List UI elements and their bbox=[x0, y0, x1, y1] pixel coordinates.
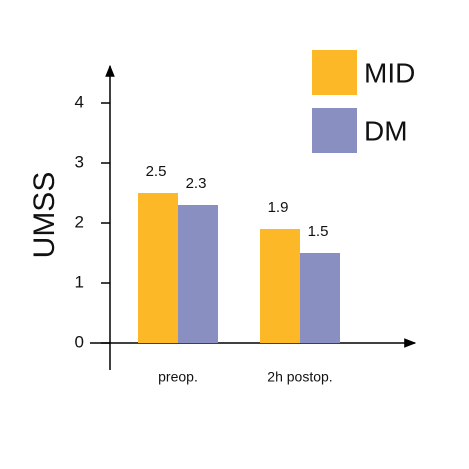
y-tick-label: 1 bbox=[75, 272, 84, 291]
data-label: 2.3 bbox=[186, 175, 207, 192]
legend-label: MID bbox=[364, 57, 415, 88]
legend-swatch bbox=[312, 108, 357, 153]
y-tick-label: 2 bbox=[75, 212, 84, 231]
y-tick-label: 4 bbox=[75, 92, 84, 111]
bar bbox=[138, 193, 178, 343]
legend-swatch bbox=[312, 50, 357, 95]
bar bbox=[178, 205, 218, 343]
y-tick-label: 0 bbox=[75, 332, 84, 351]
legend-label: DM bbox=[364, 115, 408, 146]
y-axis-label: UMSS bbox=[28, 172, 61, 259]
x-tick-label: preop. bbox=[158, 369, 198, 385]
data-label: 2.5 bbox=[146, 163, 167, 180]
bar bbox=[300, 253, 340, 343]
bar bbox=[260, 229, 300, 343]
y-tick-label: 3 bbox=[75, 152, 84, 171]
data-label: 1.9 bbox=[268, 199, 289, 216]
data-label: 1.5 bbox=[308, 223, 329, 240]
x-tick-label: 2h postop. bbox=[267, 369, 332, 385]
